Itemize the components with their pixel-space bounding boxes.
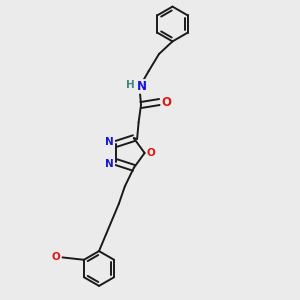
Text: O: O [161, 95, 171, 109]
Text: N: N [105, 159, 114, 169]
Text: N: N [137, 80, 147, 93]
Text: O: O [52, 251, 61, 262]
Text: H: H [126, 80, 135, 90]
Text: O: O [147, 148, 156, 158]
Text: N: N [105, 137, 114, 147]
